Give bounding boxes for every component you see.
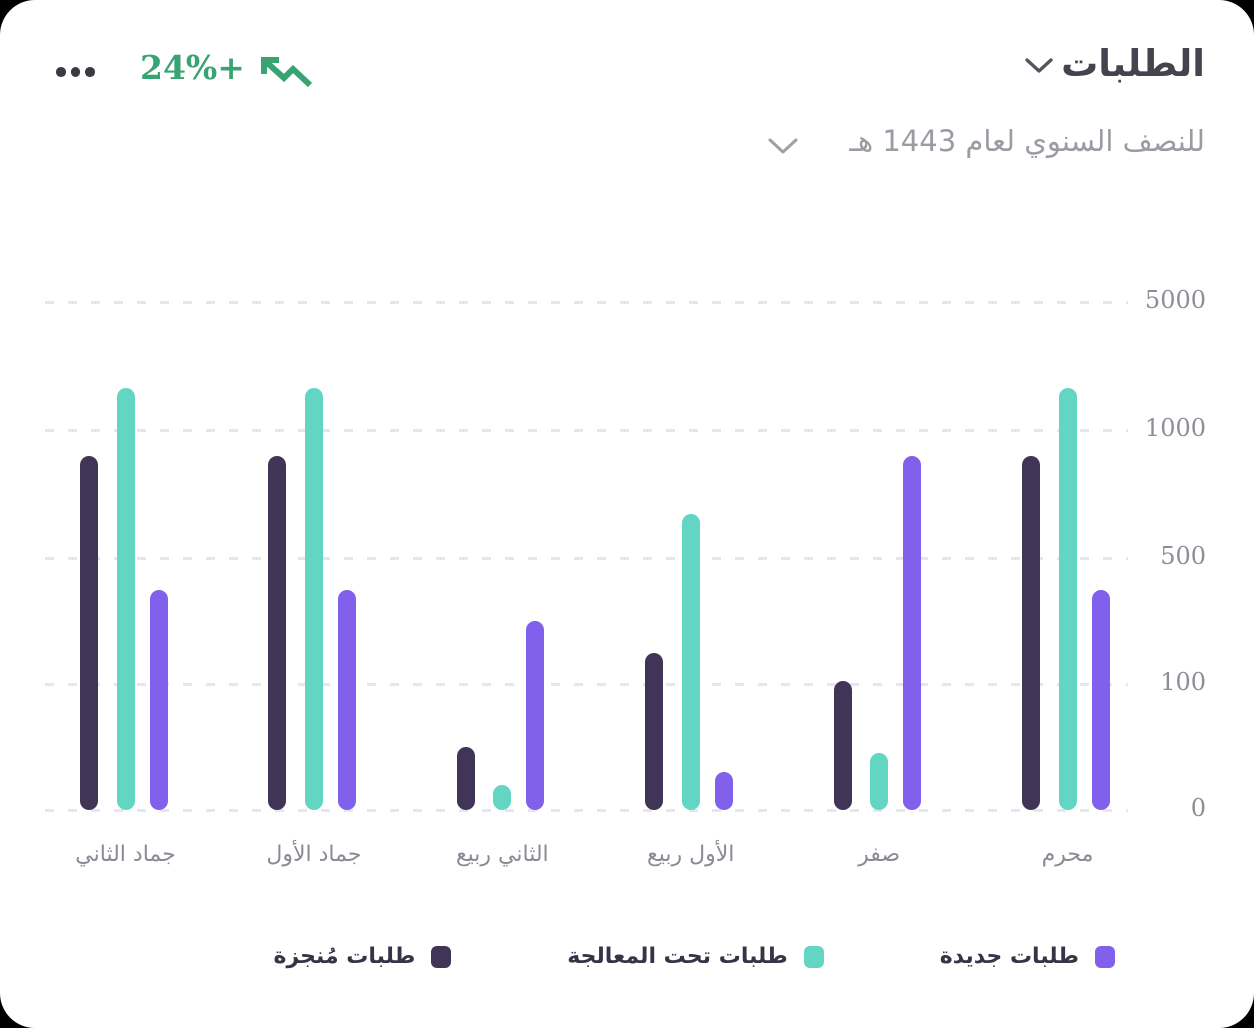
bar-0-4 (337, 589, 356, 810)
x-axis-label: محرم (1041, 842, 1094, 867)
gridline (45, 808, 1128, 812)
bar-2-4 (268, 455, 287, 810)
bar-2-1 (833, 680, 852, 810)
legend-item: طلبات تحت المعالجة (567, 944, 824, 969)
legend-swatch-icon (803, 945, 824, 968)
y-axis-tick: 500 (1160, 542, 1206, 570)
ellipsis-icon[interactable] (52, 63, 99, 81)
y-axis-tick: 5000 (1144, 286, 1206, 314)
bar-0-5 (149, 589, 168, 810)
chevron-down-icon[interactable] (1025, 58, 1053, 77)
bar-2-3 (456, 747, 475, 810)
x-axis-label: جماد الأول (266, 842, 362, 867)
gridline (45, 428, 1128, 432)
chart-legend: طلبات جديدة طلبات تحت المعالجة طلبات مُنجز… (273, 944, 1115, 969)
x-axis-label: الثاني ربيع (455, 842, 549, 867)
bar-1-5 (116, 388, 135, 810)
change-badge: +24% (140, 48, 245, 87)
bar-0-1 (903, 455, 922, 810)
bar-2-2 (645, 652, 664, 810)
legend-label: طلبات تحت المعالجة (567, 944, 788, 969)
bar-1-3 (493, 784, 512, 810)
y-axis-tick: 0 (1190, 794, 1206, 822)
bar-1-1 (870, 753, 889, 810)
bar-2-0 (1022, 455, 1040, 810)
period-selector-label[interactable]: للنصف السنوي لعام 1443 هـ (849, 124, 1205, 158)
bar-1-0 (1058, 388, 1077, 810)
legend-label: طلبات جديدة (939, 944, 1079, 969)
bar-0-2 (714, 772, 733, 810)
bar-0-3 (526, 621, 545, 810)
page-title: الطلبات (1061, 42, 1205, 85)
x-axis-label: الأول ربيع (647, 842, 735, 867)
y-axis-tick: 1000 (1144, 414, 1206, 442)
legend-swatch-icon (1095, 945, 1115, 968)
x-axis-label: صفر (858, 842, 901, 867)
bar-0-0 (1091, 589, 1110, 810)
bar-1-4 (304, 388, 323, 810)
gridline (45, 556, 1128, 560)
bar-2-5 (80, 455, 98, 810)
legend-label: طلبات مُنجزة (273, 944, 416, 969)
x-axis-label: جماد الثاني (75, 842, 176, 867)
y-axis-tick: 100 (1160, 668, 1206, 696)
legend-swatch-icon (431, 945, 452, 968)
bar-1-2 (681, 514, 700, 810)
chevron-down-icon[interactable] (768, 138, 798, 158)
legend-item: طلبات جديدة (940, 944, 1115, 969)
gridline (45, 300, 1128, 304)
trend-up-arrow-icon (254, 50, 316, 94)
gridline (45, 682, 1128, 686)
legend-item: طلبات مُنجزة (273, 944, 452, 969)
